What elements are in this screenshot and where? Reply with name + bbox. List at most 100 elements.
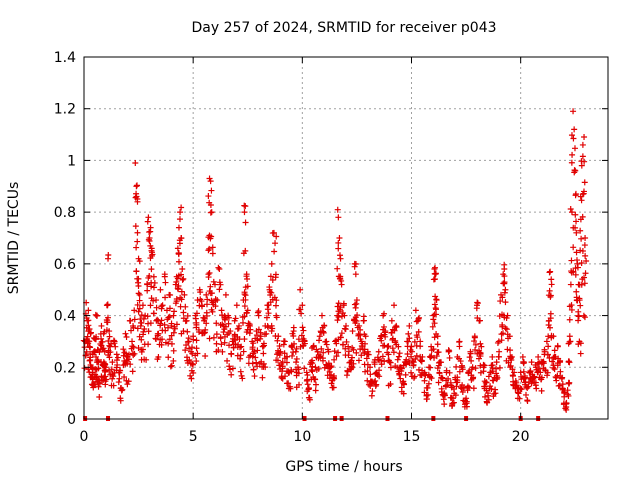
data-point <box>446 347 453 354</box>
data-point <box>573 288 580 295</box>
data-point <box>520 359 527 366</box>
data-point <box>161 273 168 280</box>
data-point <box>158 305 165 312</box>
data-point <box>581 274 588 281</box>
data-point <box>246 321 253 328</box>
data-point <box>511 369 518 376</box>
data-point <box>557 357 564 364</box>
data-point <box>463 395 470 402</box>
data-point <box>576 338 583 345</box>
data-point <box>505 359 512 366</box>
data-point <box>111 340 118 347</box>
data-point <box>117 395 124 402</box>
data-point <box>272 240 279 247</box>
data-point <box>341 312 348 319</box>
data-point <box>408 348 415 355</box>
data-point <box>145 274 152 281</box>
data-point <box>551 366 558 373</box>
data-point <box>301 365 308 372</box>
data-point <box>581 179 588 186</box>
data-point <box>495 353 502 360</box>
data-point <box>480 361 487 368</box>
data-point <box>259 343 266 350</box>
data-point <box>413 352 420 359</box>
data-point <box>170 347 177 354</box>
axis-ticks: 0 0.2 0.4 0.6 0.8 1 1.2 1.4 0 5 10 15 20 <box>54 50 608 445</box>
data-point <box>544 351 551 358</box>
data-point <box>381 342 388 349</box>
data-point <box>502 325 509 332</box>
data-point <box>454 374 461 381</box>
data-point <box>579 248 586 255</box>
data-point <box>170 357 177 364</box>
data-point <box>334 206 341 213</box>
data-point <box>277 348 284 355</box>
data-point <box>355 330 362 337</box>
data-point <box>432 264 438 271</box>
data-point <box>367 371 374 378</box>
data-point <box>567 281 574 288</box>
data-point <box>350 360 357 367</box>
data-point <box>253 359 260 366</box>
data-point <box>470 385 477 392</box>
data-point <box>107 343 114 350</box>
data-point <box>106 354 113 361</box>
data-point <box>492 386 499 393</box>
data-point <box>226 363 233 370</box>
data-point <box>417 343 424 350</box>
data-point <box>334 317 341 324</box>
data-point <box>85 307 92 314</box>
data-point <box>485 373 492 380</box>
data-point <box>212 303 219 310</box>
data-point <box>499 294 506 301</box>
data-point <box>253 332 260 339</box>
data-point <box>161 321 168 328</box>
data-point <box>365 381 372 388</box>
data-point <box>501 289 508 296</box>
data-point <box>275 333 282 340</box>
data-point <box>130 344 137 351</box>
data-point <box>159 302 166 309</box>
data-point <box>134 238 141 245</box>
data-point <box>184 328 191 335</box>
data-point <box>568 257 575 264</box>
data-point <box>94 357 101 364</box>
data-point <box>193 319 200 326</box>
data-point <box>158 341 165 348</box>
data-point <box>568 132 575 139</box>
data-point <box>431 320 438 327</box>
data-point <box>388 317 395 324</box>
data-point <box>216 266 223 273</box>
data-point <box>259 374 266 381</box>
data-point <box>269 230 276 237</box>
data-point <box>538 374 545 381</box>
data-point <box>558 375 565 382</box>
data-point <box>224 357 231 364</box>
data-point <box>408 353 415 360</box>
data-point <box>185 335 192 342</box>
data-point <box>521 375 528 382</box>
data-point <box>85 340 92 347</box>
data-point <box>477 340 484 347</box>
data-point <box>171 325 178 332</box>
data-point <box>285 380 292 387</box>
data-point <box>353 349 360 356</box>
data-point <box>543 338 550 345</box>
data-point <box>204 296 211 303</box>
data-point <box>554 342 561 349</box>
data-point <box>136 291 143 298</box>
data-point <box>549 358 556 365</box>
data-point <box>87 329 94 336</box>
data-point <box>268 322 275 329</box>
data-point <box>89 351 96 358</box>
data-point <box>102 381 109 388</box>
data-point <box>108 366 115 373</box>
data-point <box>566 333 573 340</box>
data-point <box>459 389 466 396</box>
data-point <box>472 346 479 353</box>
data-point <box>281 350 288 357</box>
data-point <box>566 339 573 346</box>
data-point <box>569 151 576 158</box>
data-point <box>487 383 494 390</box>
data-point <box>222 291 229 298</box>
